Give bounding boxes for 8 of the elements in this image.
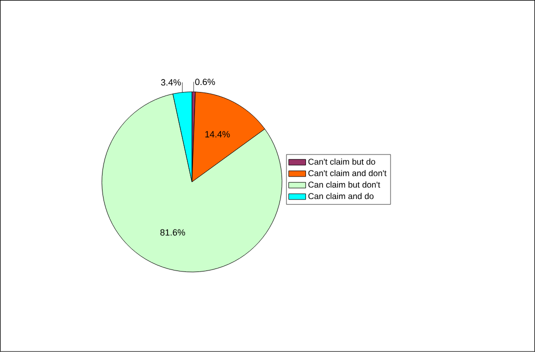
legend-label: Can't claim and don't (308, 170, 386, 176)
legend-label: Can't claim but do (308, 158, 376, 165)
data-label: 81.6% (160, 229, 186, 236)
legend-label: Can claim and do (308, 192, 374, 200)
data-label: 0.6% (195, 78, 215, 86)
data-label: 3.4% (161, 79, 181, 86)
legend-label: Can claim but don't (308, 182, 380, 188)
data-label: 14.4% (205, 131, 230, 138)
